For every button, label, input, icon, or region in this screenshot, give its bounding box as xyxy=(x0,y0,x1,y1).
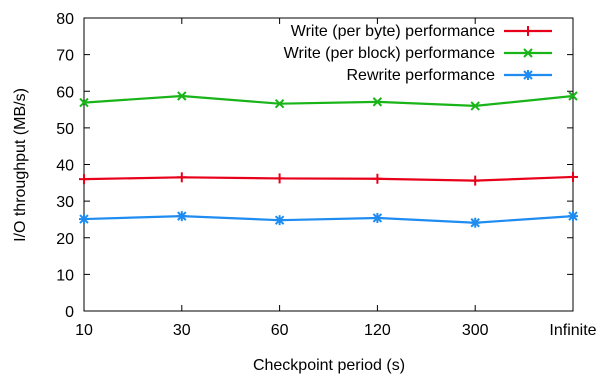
data-point xyxy=(568,91,578,101)
y-tick-label: 30 xyxy=(56,194,74,211)
data-point xyxy=(79,174,89,185)
y-tick-label: 70 xyxy=(56,48,74,65)
data-point xyxy=(274,173,285,184)
x-axis-label: Checkpoint period (s) xyxy=(253,357,405,374)
legend-entry-3: Rewrite performance xyxy=(347,67,552,84)
x-tick-label: 10 xyxy=(75,322,93,339)
y-tick-label: 20 xyxy=(56,231,74,248)
series-3 xyxy=(79,211,578,228)
legend: Write (per byte) performance Write (per b… xyxy=(284,23,552,84)
data-point xyxy=(470,101,480,111)
series-1 xyxy=(79,171,578,186)
data-point xyxy=(79,97,89,108)
series-line xyxy=(83,94,574,108)
data-point xyxy=(274,98,285,109)
x-tick-label: 60 xyxy=(271,322,289,339)
series-line xyxy=(83,215,574,224)
data-point xyxy=(176,211,187,222)
y-tick-label: 10 xyxy=(56,267,74,284)
data-point xyxy=(177,91,187,101)
legend-swatch-marker xyxy=(523,70,533,80)
x-tick-label: Infinite xyxy=(549,322,596,339)
y-tick-label: 50 xyxy=(56,121,74,138)
y-axis-label: I/O throughput (MB/s) xyxy=(12,88,29,242)
data-point xyxy=(372,97,383,107)
legend-label: Rewrite performance xyxy=(347,67,496,84)
data-point xyxy=(274,215,285,226)
x-tick-label: 120 xyxy=(364,322,391,339)
y-tick-label: 40 xyxy=(56,158,74,175)
y-tick-label: 0 xyxy=(65,304,74,321)
x-tick-label: 300 xyxy=(462,322,489,339)
data-point xyxy=(79,214,89,225)
data-point xyxy=(372,173,383,184)
x-tick-label: 30 xyxy=(173,322,191,339)
data-point xyxy=(568,211,578,222)
legend-label: Write (per block) performance xyxy=(284,45,495,62)
data-point xyxy=(372,212,383,223)
legend-entry-2: Write (per block) performance xyxy=(284,45,552,62)
y-tick-label: 80 xyxy=(56,11,74,28)
data-point xyxy=(470,217,481,228)
series-2 xyxy=(79,91,578,111)
data-point xyxy=(176,172,187,183)
data-point xyxy=(568,171,578,182)
series-line xyxy=(83,175,574,182)
legend-swatch-marker xyxy=(523,26,533,36)
legend-label: Write (per byte) performance xyxy=(291,23,495,40)
data-point xyxy=(470,175,481,186)
legend-swatch-marker xyxy=(523,48,533,58)
y-tick-label: 60 xyxy=(56,84,74,101)
series-layer xyxy=(79,91,578,228)
legend-entry-1: Write (per byte) performance xyxy=(291,23,552,40)
